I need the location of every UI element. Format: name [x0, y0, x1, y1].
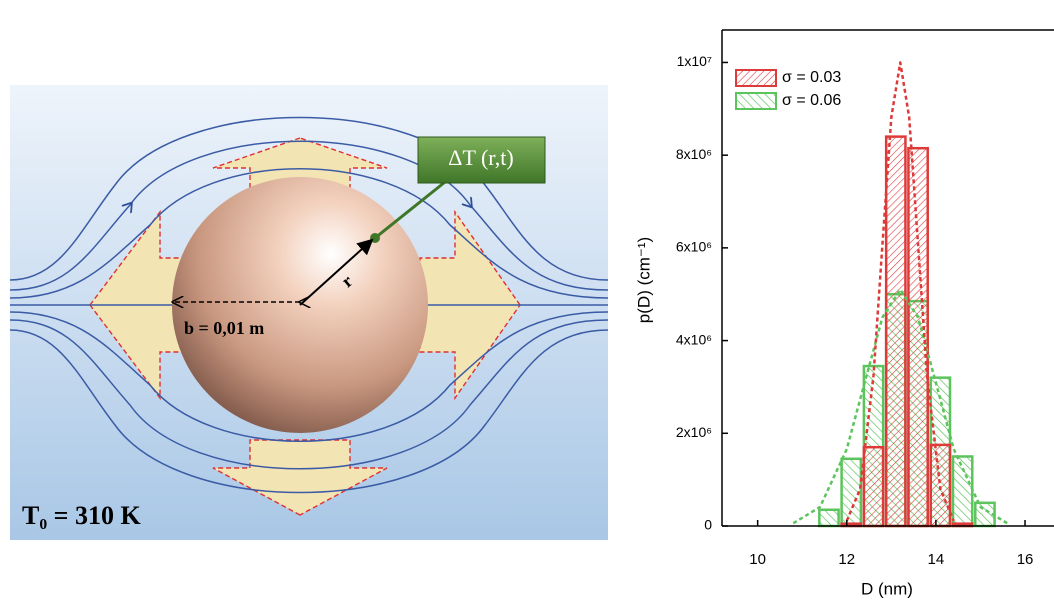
histogram-bar [951, 455, 974, 528]
probe-line [374, 180, 446, 240]
histogram-bar [884, 135, 907, 528]
histogram-bar [818, 508, 840, 528]
y-tick-label: 1x10⁷ [677, 53, 712, 69]
histogram-bar [929, 443, 952, 528]
legend-swatch [735, 69, 777, 87]
legend-label: σ = 0.06 [782, 92, 841, 109]
y-tick-label: 4x10⁶ [676, 331, 712, 347]
y-tick-label: 2x10⁶ [676, 424, 712, 440]
y-tick-label: 0 [704, 517, 712, 533]
legend-label: σ = 0.03 [782, 69, 841, 86]
histogram-bar [862, 445, 885, 528]
radius-arrow [299, 238, 374, 306]
x-tick-label: 16 [1017, 551, 1034, 568]
y-axis-title: p(D) (cm⁻¹) [634, 237, 653, 323]
histogram-bar [907, 146, 929, 528]
fit-curve [845, 61, 955, 522]
chart: D (nm) p(D) (cm⁻¹) 0 2x10⁶ 4x10⁶ 6x10⁶ 8x10⁶… [634, 29, 1054, 598]
x-axis-title: D (nm) [861, 579, 913, 598]
y-tick-label: 8x10⁶ [676, 146, 712, 162]
legend-swatch [735, 92, 777, 110]
fit-curve [792, 288, 1008, 525]
y-tick-label: 6x10⁶ [676, 239, 712, 255]
probe-box [417, 136, 546, 184]
streamlines [9, 116, 609, 494]
distance-label: b = 0,01 m [184, 318, 264, 338]
x-tick-label: 10 [749, 551, 766, 568]
x-tick-label: 14 [928, 551, 945, 568]
x-tick-label: 12 [838, 551, 855, 568]
diagram: ΔT (r,t) r b = 0,01 m T₀ = 310 K [9, 85, 609, 540]
temperature-label: T₀ = 310 K [22, 501, 141, 530]
probe-label: ΔT (r,t) [448, 145, 513, 170]
